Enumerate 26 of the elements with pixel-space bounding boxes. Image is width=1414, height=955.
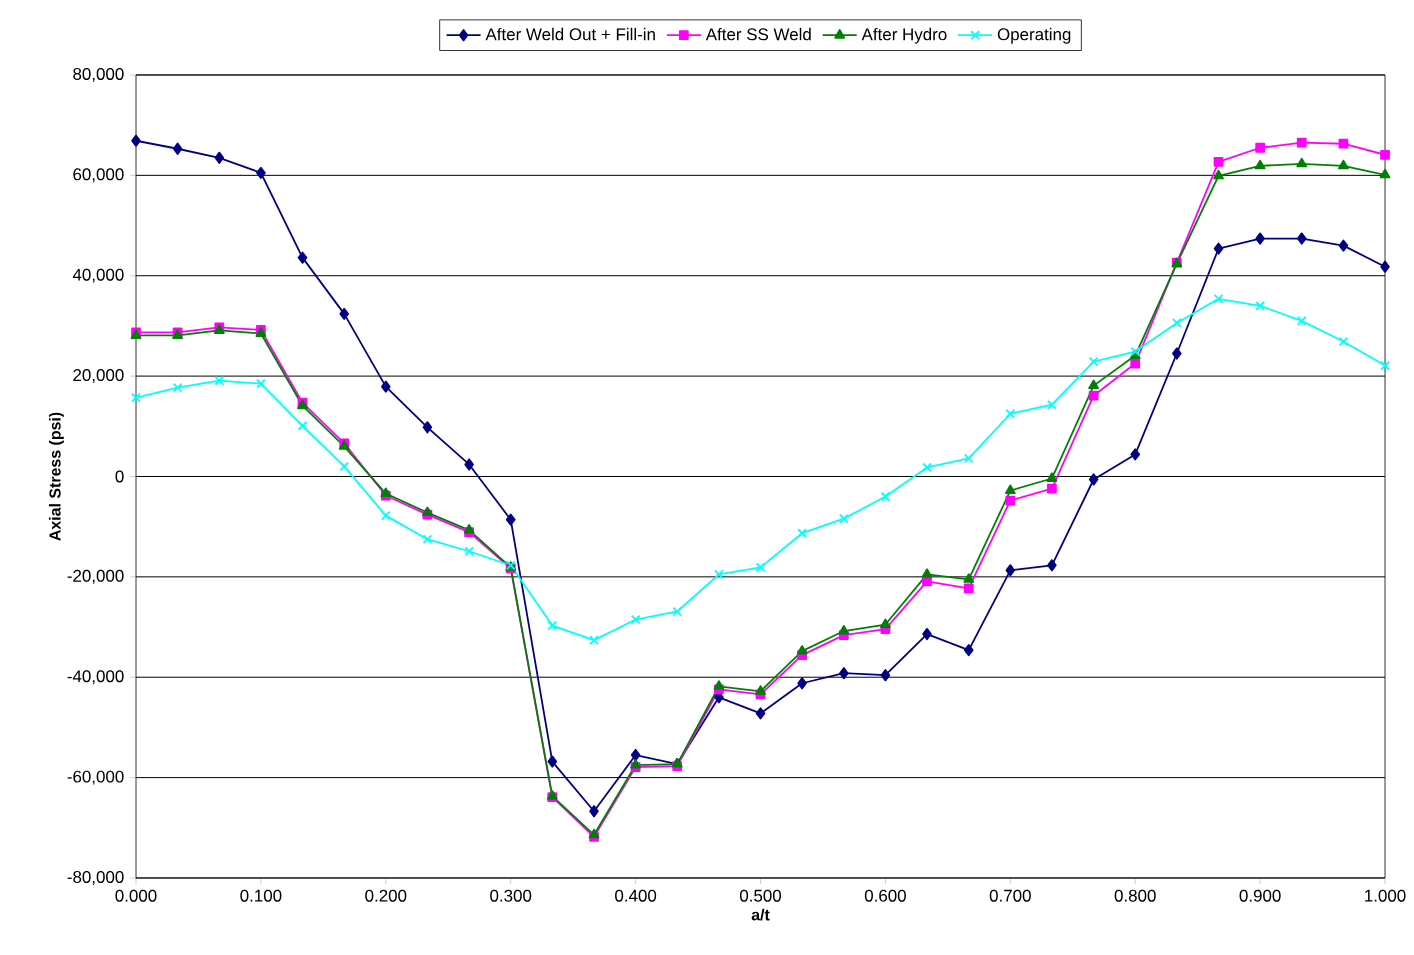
x-tick-label: 0.400 <box>615 889 657 902</box>
y-tick-label: -20,000 <box>67 569 124 584</box>
y-tick-label: 40,000 <box>72 268 124 283</box>
x-tick-label: 0.700 <box>989 889 1031 902</box>
legend-label: After Weld Out + Fill-in <box>485 27 655 41</box>
y-tick-label: -40,000 <box>67 670 124 685</box>
x-tick-label: 0.900 <box>1239 889 1281 902</box>
x-axis-title: a/t <box>751 908 770 921</box>
legend-label: After SS Weld <box>705 27 811 41</box>
x-tick-label: 0.000 <box>115 889 157 902</box>
y-axis-title: Axial Stress (psi) <box>48 412 64 541</box>
legend-label: After Hydro <box>861 27 947 44</box>
legend-label: Operating <box>997 27 1071 44</box>
x-tick-label: 0.300 <box>490 889 532 902</box>
x-tick-label: 0.100 <box>240 889 282 902</box>
y-tick-label: 0 <box>115 470 124 483</box>
x-tick-label: 0.600 <box>864 889 906 902</box>
x-tick-label: 0.500 <box>739 889 782 902</box>
x-tick-label: 0.800 <box>1114 889 1156 902</box>
x-tick-label: 1.000 <box>1365 889 1406 902</box>
y-tick-label: -80,000 <box>67 871 124 885</box>
y-tick-label: 20,000 <box>73 369 124 384</box>
x-tick-label: 0.200 <box>365 889 407 902</box>
y-tick-label: 60,000 <box>73 168 124 183</box>
y-tick-label: 80,000 <box>73 67 124 82</box>
y-tick-label: -60,000 <box>67 770 124 785</box>
